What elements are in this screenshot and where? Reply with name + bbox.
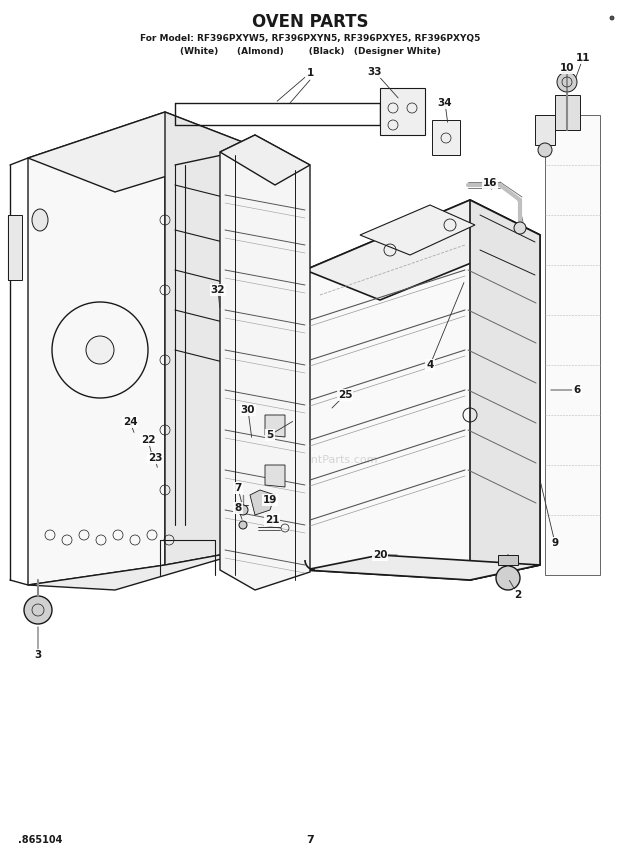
Text: 20: 20 — [373, 550, 388, 560]
Circle shape — [239, 521, 247, 529]
Circle shape — [557, 72, 577, 92]
Circle shape — [86, 336, 114, 364]
Polygon shape — [498, 555, 518, 565]
Text: 21: 21 — [265, 515, 279, 525]
Text: 24: 24 — [123, 417, 137, 427]
Circle shape — [610, 16, 614, 20]
Text: 33: 33 — [368, 67, 383, 77]
Text: 34: 34 — [438, 98, 453, 108]
Text: 25: 25 — [338, 390, 352, 400]
Ellipse shape — [32, 209, 48, 231]
Polygon shape — [28, 548, 258, 590]
Polygon shape — [265, 415, 285, 437]
Text: 19: 19 — [263, 495, 277, 505]
Text: 3: 3 — [34, 650, 42, 660]
Text: 23: 23 — [148, 453, 162, 463]
Text: 4: 4 — [427, 360, 433, 370]
Text: 16: 16 — [483, 178, 497, 188]
Polygon shape — [220, 135, 310, 590]
Polygon shape — [545, 115, 600, 575]
Text: 6: 6 — [574, 385, 580, 395]
Polygon shape — [535, 115, 555, 145]
Text: 8: 8 — [234, 503, 242, 513]
Text: eReplacementParts.com: eReplacementParts.com — [242, 455, 378, 465]
Text: OVEN PARTS: OVEN PARTS — [252, 13, 368, 31]
Text: 2: 2 — [515, 590, 521, 600]
Text: (White)      (Almond)        (Black)   (Designer White): (White) (Almond) (Black) (Designer White… — [180, 47, 440, 57]
Polygon shape — [432, 120, 460, 155]
Text: 7: 7 — [306, 835, 314, 845]
Polygon shape — [555, 95, 580, 130]
Polygon shape — [305, 555, 540, 580]
Polygon shape — [305, 200, 540, 580]
Circle shape — [538, 143, 552, 157]
Polygon shape — [220, 135, 310, 185]
Text: 32: 32 — [211, 285, 225, 295]
Text: For Model: RF396PXYW5, RF396PXYN5, RF396PXYE5, RF396PXYQ5: For Model: RF396PXYW5, RF396PXYN5, RF396… — [140, 34, 480, 42]
Text: 1: 1 — [306, 68, 314, 78]
Polygon shape — [28, 112, 258, 192]
Circle shape — [24, 596, 52, 624]
Text: 22: 22 — [141, 435, 155, 445]
Text: 7: 7 — [234, 483, 242, 493]
Polygon shape — [250, 490, 275, 515]
Polygon shape — [165, 112, 258, 565]
Circle shape — [52, 302, 148, 398]
Text: 30: 30 — [241, 405, 255, 415]
Text: 5: 5 — [267, 430, 273, 440]
Text: 9: 9 — [551, 538, 559, 548]
Text: .865104: .865104 — [18, 835, 63, 845]
Polygon shape — [305, 200, 540, 300]
Polygon shape — [380, 88, 425, 135]
Polygon shape — [360, 205, 475, 255]
Text: 10: 10 — [560, 63, 574, 73]
Circle shape — [514, 222, 526, 234]
Circle shape — [496, 566, 520, 590]
Polygon shape — [265, 465, 285, 487]
Text: 11: 11 — [576, 53, 590, 63]
Polygon shape — [28, 112, 165, 585]
Polygon shape — [470, 200, 540, 580]
Circle shape — [238, 505, 248, 515]
Polygon shape — [8, 215, 22, 280]
